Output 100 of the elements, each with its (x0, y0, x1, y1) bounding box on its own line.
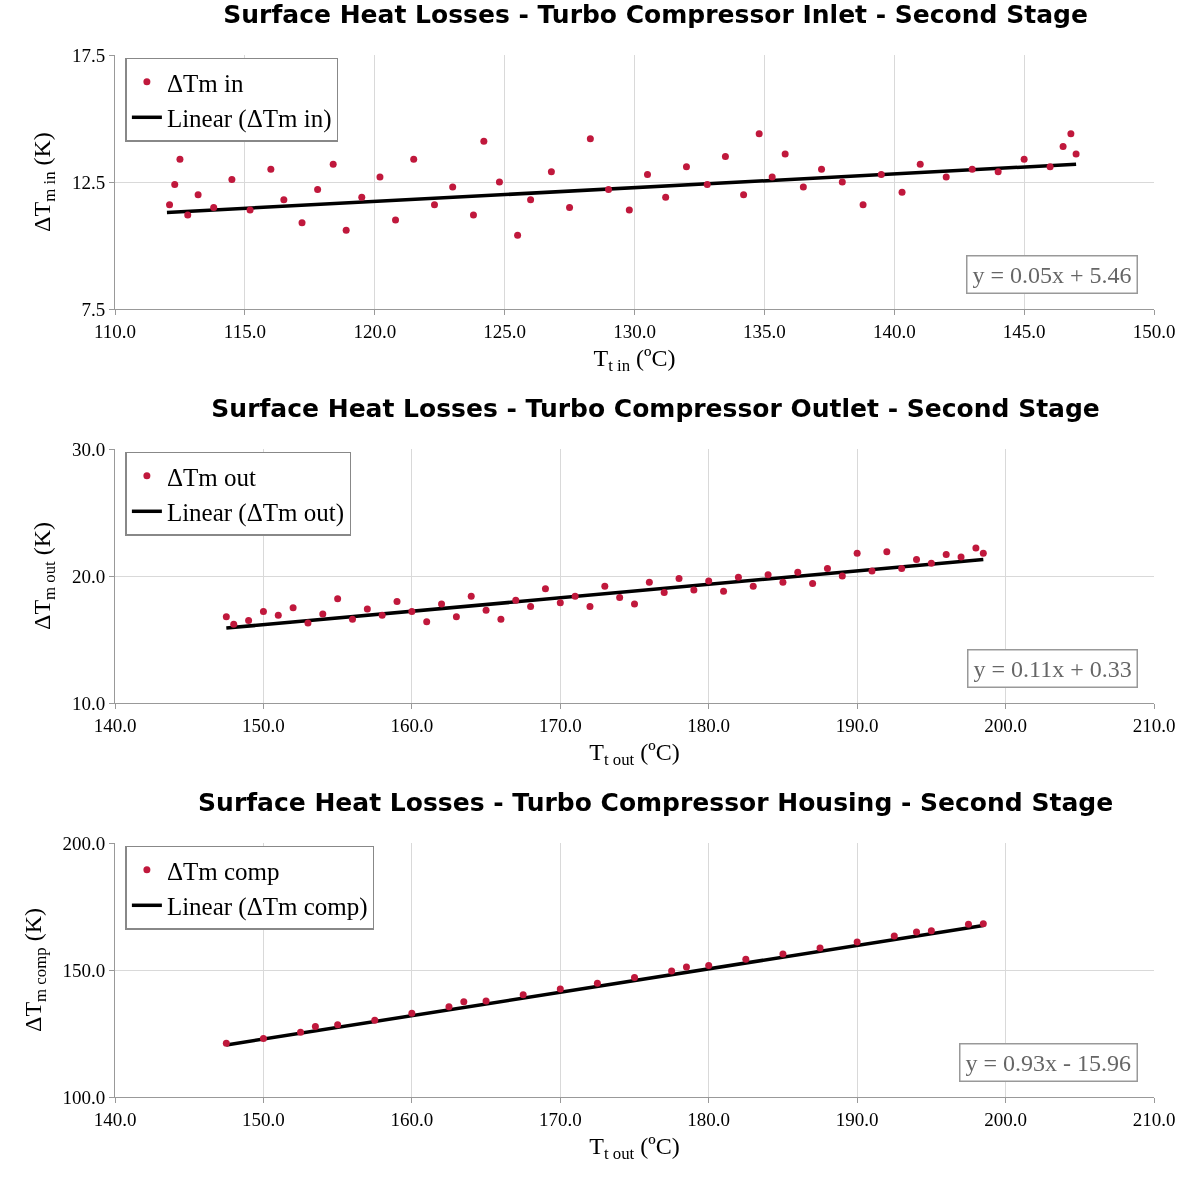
x-tick-label: 210.0 (1132, 1108, 1176, 1130)
point (662, 193, 670, 201)
point (495, 178, 503, 186)
point (171, 181, 179, 189)
x-tick-label: 150.0 (242, 714, 285, 736)
x-axis-title: T$_{t out}$ (ºC) (589, 739, 680, 770)
x-tick-label: 140.0 (93, 714, 137, 736)
x-axis-title: T$_{t out}$ (ºC) (589, 1133, 680, 1164)
point (877, 170, 885, 178)
point (1059, 142, 1067, 150)
y-tick-label: 30.0 (71, 438, 106, 460)
chart-title: Surface Heat Losses - Turbo Compressor Outlet - Second Stage (211, 394, 1100, 424)
point (964, 920, 972, 928)
point (547, 168, 555, 176)
point (408, 1009, 416, 1017)
point (690, 586, 698, 594)
point (913, 555, 921, 563)
point (329, 160, 337, 168)
point (816, 944, 824, 952)
point (586, 602, 594, 610)
point (311, 1022, 319, 1030)
point (682, 163, 690, 171)
x-tick-label: 150.0 (242, 1108, 285, 1130)
x-tick-label: 160.0 (390, 714, 434, 736)
y-tick-label: 12.5 (71, 171, 106, 193)
legend-label: Linear (ΔTm out) (166, 499, 345, 528)
point (764, 571, 772, 579)
point (601, 582, 609, 590)
x-tick-label: 190.0 (835, 714, 879, 736)
point (927, 559, 935, 567)
point (480, 137, 488, 145)
point (721, 153, 729, 161)
annotation: y = 0.11x + 0.33 (973, 655, 1132, 682)
point (755, 130, 763, 138)
point (527, 602, 535, 610)
x-tick-label: 170.0 (538, 1108, 582, 1130)
point (818, 165, 826, 173)
point (512, 596, 520, 604)
x-tick-label: 200.0 (984, 714, 1027, 736)
point (210, 203, 218, 211)
point (319, 610, 327, 618)
point (527, 196, 535, 204)
y-tick-label: 100.0 (62, 1086, 106, 1108)
point (809, 580, 817, 588)
point (289, 604, 297, 612)
point (779, 950, 787, 958)
point (643, 170, 651, 178)
point (497, 615, 505, 623)
point (482, 997, 490, 1005)
x-tick-label: 200.0 (984, 1108, 1027, 1130)
point (423, 618, 431, 626)
annotation: y = 0.05x + 5.46 (972, 261, 1132, 288)
x-tick-label: 125.0 (483, 320, 527, 342)
point (823, 564, 831, 572)
point (703, 181, 711, 189)
point (467, 592, 475, 600)
y-tick-label: 17.5 (71, 44, 106, 66)
point (942, 173, 950, 181)
point (916, 160, 924, 168)
legend-label: Linear (ΔTm in) (166, 105, 332, 134)
x-tick-label: 135.0 (743, 320, 786, 342)
point (768, 173, 776, 181)
point (334, 595, 342, 603)
point (859, 201, 867, 209)
x-axis-title: T$_{t in}$ (ºC) (593, 345, 676, 376)
point (994, 168, 1002, 176)
point (586, 135, 594, 143)
point (246, 206, 254, 214)
x-tick-label: 210.0 (1132, 714, 1176, 736)
point (228, 175, 236, 183)
legend-label: ΔTm comp (166, 857, 280, 885)
point (705, 577, 713, 585)
point (348, 615, 356, 623)
y-tick-label: 20.0 (71, 565, 106, 587)
point (645, 578, 653, 586)
point (868, 567, 876, 575)
x-tick-label: 180.0 (687, 714, 731, 736)
point (556, 599, 564, 607)
point (1067, 130, 1075, 138)
point (410, 155, 418, 163)
x-tick-label: 140.0 (872, 320, 916, 342)
point (1072, 150, 1080, 158)
point (720, 587, 728, 595)
point (927, 927, 935, 935)
y-tick-label: 150.0 (62, 959, 106, 981)
point (631, 974, 638, 982)
point (280, 196, 288, 204)
point (913, 928, 921, 936)
chart-title: Surface Heat Losses - Turbo Compressor Housing - Second Stage (198, 788, 1114, 818)
point (660, 589, 668, 597)
x-tick-label: 170.0 (538, 714, 582, 736)
point (519, 991, 527, 999)
point (799, 183, 807, 191)
point (853, 938, 861, 946)
point (1046, 163, 1054, 171)
point (334, 1021, 342, 1029)
legend-label: Linear (ΔTm comp) (166, 893, 368, 922)
point (230, 620, 238, 628)
point (838, 572, 846, 580)
point (883, 548, 891, 556)
